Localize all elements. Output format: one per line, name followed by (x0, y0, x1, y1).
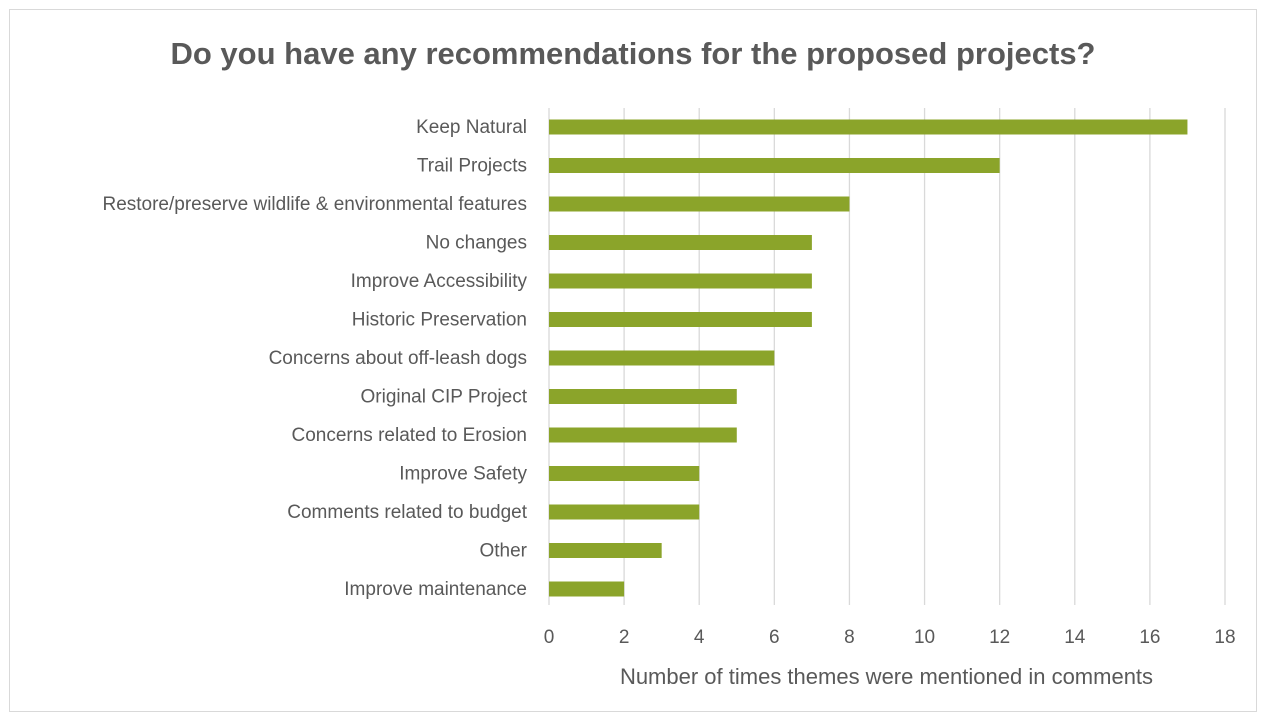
bar (549, 543, 662, 558)
bar (549, 158, 1000, 173)
bar (549, 427, 737, 443)
x-tick-label: 0 (544, 627, 555, 648)
bar (549, 235, 812, 250)
category-label: Other (479, 541, 527, 562)
x-tick-label: 8 (844, 627, 855, 648)
category-label: Trail Projects (417, 156, 527, 177)
bar (549, 312, 812, 327)
category-label: No changes (426, 233, 527, 254)
category-label: Comments related to budget (287, 502, 527, 523)
x-tick-label: 14 (1064, 627, 1086, 648)
category-label: Improve Safety (399, 464, 527, 485)
category-label: Original CIP Project (361, 387, 528, 408)
bar (549, 466, 700, 481)
category-labels: Keep Natural Trail Projects Restore/preser… (102, 117, 527, 600)
x-tick-labels: 0 2 4 6 8 10 12 14 16 18 (544, 627, 1236, 648)
category-label: Concerns about off-leash dogs (269, 348, 527, 369)
x-tick-label: 10 (914, 627, 935, 648)
x-tick-label: 6 (769, 627, 780, 648)
category-label: Keep Natural (416, 117, 527, 138)
bar (549, 273, 812, 289)
bar (549, 350, 775, 366)
x-tick-label: 2 (619, 627, 630, 648)
bar (549, 119, 1188, 135)
x-tick-label: 18 (1214, 627, 1235, 648)
category-label: Improve Accessibility (351, 271, 528, 292)
bar (549, 581, 625, 597)
category-label: Concerns related to Erosion (291, 425, 527, 446)
chart-title: Do you have any recommendations for the … (170, 36, 1096, 71)
bars (549, 119, 1188, 597)
bar (549, 196, 850, 212)
x-tick-label: 12 (989, 627, 1010, 648)
x-tick-label: 16 (1139, 627, 1160, 648)
bar (549, 389, 737, 404)
x-axis-title: Number of times themes were mentioned in… (619, 664, 1154, 689)
x-tick-label: 4 (694, 627, 705, 648)
bar (549, 504, 700, 520)
category-label: Historic Preservation (352, 310, 527, 331)
category-label: Improve maintenance (344, 579, 527, 600)
category-label: Restore/preserve wildlife & environmenta… (102, 194, 527, 215)
